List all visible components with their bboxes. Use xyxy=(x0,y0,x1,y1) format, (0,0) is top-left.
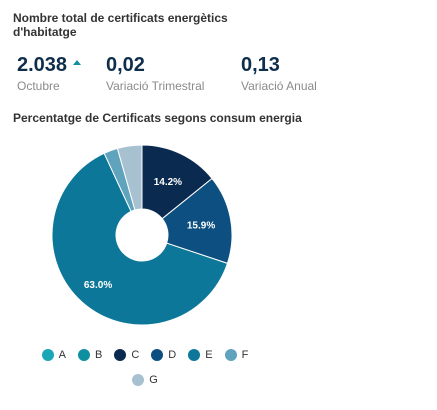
slice-g[interactable] xyxy=(116,144,143,211)
legend-item-f[interactable]: F xyxy=(224,349,249,361)
legend-item-e[interactable]: E xyxy=(188,349,213,361)
legend-row: A B C D E F xyxy=(0,345,290,365)
kpi-annual-value: 0,13 xyxy=(241,54,280,76)
kpi-monthly-value: 2.038 xyxy=(17,54,68,76)
legend-item-c[interactable]: C xyxy=(114,349,139,361)
kpi-monthly: 2.038 Octubre xyxy=(17,54,82,94)
legend-dot-icon xyxy=(78,349,90,361)
legend-dot-icon xyxy=(224,349,237,361)
legend-label: B xyxy=(95,349,103,361)
legend-dot-icon xyxy=(151,349,164,361)
legend-label: F xyxy=(241,349,249,361)
kpi-quarterly: 0,02 Variació Trimestral xyxy=(106,54,204,94)
trend-up-icon xyxy=(73,60,82,65)
legend-item-b[interactable]: B xyxy=(78,349,102,361)
legend-label: G xyxy=(149,374,158,386)
kpi-annual-label: Variació Anual xyxy=(241,79,317,93)
kpi-annual: 0,13 Variació Anual xyxy=(241,54,317,94)
kpi-quarterly-value: 0,02 xyxy=(106,54,145,76)
legend-dot-icon xyxy=(41,349,54,361)
legend-label: E xyxy=(205,349,213,361)
legend-item-g[interactable]: G xyxy=(132,374,158,386)
legend-label: A xyxy=(58,349,66,361)
legend-label: C xyxy=(131,349,140,361)
chart-title: Percentatge de Certificats segons consum… xyxy=(13,111,302,125)
legend-dot-icon xyxy=(188,349,201,361)
kpi-monthly-value-row: 2.038 xyxy=(17,54,82,76)
donut-chart: 14.2% 15.9% 63.0% xyxy=(51,144,233,326)
slice-label-e: 63.0% xyxy=(84,280,112,291)
chart-legend: A B C D E F G xyxy=(0,345,290,395)
slice-d[interactable] xyxy=(161,177,233,264)
slice-e[interactable] xyxy=(51,152,229,326)
slice-c[interactable] xyxy=(141,144,213,220)
legend-row: G xyxy=(0,370,290,390)
legend-item-a[interactable]: A xyxy=(41,349,66,361)
legend-item-d[interactable]: D xyxy=(151,349,176,361)
widget-title: Nombre total de certificats energètics d… xyxy=(13,11,228,39)
legend-label: D xyxy=(168,349,177,361)
kpi-quarterly-label: Variació Trimestral xyxy=(106,79,205,93)
kpi-monthly-label: Octubre xyxy=(17,79,60,93)
slice-label-d: 15.9% xyxy=(187,220,215,231)
legend-dot-icon xyxy=(114,349,127,361)
slice-label-c: 14.2% xyxy=(154,177,182,188)
legend-dot-icon xyxy=(132,374,145,386)
